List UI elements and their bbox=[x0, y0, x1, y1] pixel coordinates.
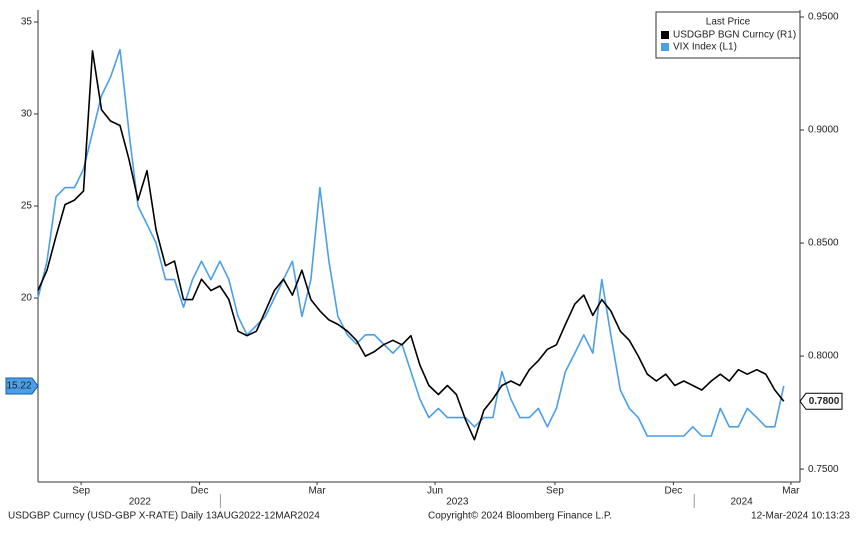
y-tick-label: 35 bbox=[21, 17, 33, 28]
y2-tick-label: 0.9500 bbox=[808, 12, 839, 23]
x-tick-label: Sep bbox=[546, 486, 564, 497]
legend-label: USDGBP BGN Curncy (R1) bbox=[673, 30, 796, 41]
legend-swatch bbox=[661, 43, 669, 51]
y-tick-label: 30 bbox=[21, 109, 33, 120]
last-value-tag bbox=[5, 377, 39, 395]
legend-label: VIX Index (L1) bbox=[673, 42, 737, 53]
y2-tick-label: 0.9000 bbox=[808, 125, 839, 136]
last-value-label: 0.7800 bbox=[809, 396, 840, 407]
series-line bbox=[37, 50, 785, 441]
x-tick-label: Dec bbox=[191, 486, 209, 497]
x-tick-label: Mar bbox=[308, 486, 326, 497]
legend: Last Price USDGBP BGN Curncy (R1)VIX Ind… bbox=[655, 11, 801, 59]
series-line bbox=[37, 48, 785, 437]
year-label: 2024 bbox=[730, 497, 753, 508]
y2-tick-label: 0.8000 bbox=[808, 351, 839, 362]
footer-left: USDGBP Curncy (USD-GBP X-RATE) Daily 13A… bbox=[8, 511, 320, 522]
legend-swatch bbox=[661, 31, 669, 39]
x-tick-label: Mar bbox=[782, 486, 800, 497]
year-label: 2022 bbox=[129, 497, 152, 508]
y-tick-label: 25 bbox=[21, 201, 33, 212]
footer-right: 12-Mar-2024 10:13:23 bbox=[751, 511, 850, 522]
year-label: 2023 bbox=[446, 497, 469, 508]
y2-tick-label: 0.8500 bbox=[808, 238, 839, 249]
last-value-label: 15.22 bbox=[6, 381, 31, 392]
x-tick-label: Dec bbox=[664, 486, 682, 497]
legend-box bbox=[655, 11, 801, 59]
legend-title: Last Price bbox=[706, 17, 751, 28]
footer-center: Copyright© 2024 Bloomberg Finance L.P. bbox=[428, 511, 612, 522]
x-tick-label: Sep bbox=[72, 486, 90, 497]
y-tick-label: 20 bbox=[21, 293, 33, 304]
x-tick-label: Jun bbox=[427, 486, 443, 497]
y2-tick-label: 0.7500 bbox=[808, 464, 839, 475]
last-value-tag bbox=[799, 392, 843, 410]
